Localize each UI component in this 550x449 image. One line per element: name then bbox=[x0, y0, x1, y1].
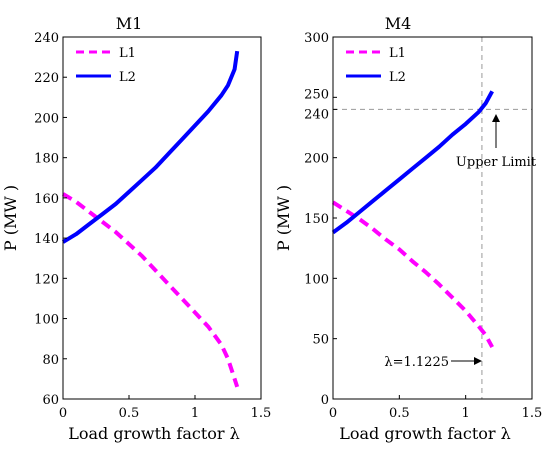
y-tick-label: 200 bbox=[34, 111, 59, 126]
y-axis-label: P (MW ) bbox=[1, 185, 20, 251]
series-line-l1 bbox=[331, 200, 494, 349]
chart-title: M4 bbox=[385, 14, 412, 33]
y-tick-label: 120 bbox=[34, 272, 59, 287]
x-axis-label: Load growth factor λ bbox=[68, 424, 240, 443]
y-tick-label: 100 bbox=[304, 272, 329, 287]
series-line-l2 bbox=[61, 50, 240, 244]
y-tick-label: 240 bbox=[304, 107, 329, 122]
x-tick-label: 0.5 bbox=[119, 406, 140, 421]
legend: L1 L2 bbox=[76, 46, 136, 85]
series-line-l2 bbox=[331, 90, 494, 235]
y-tick-label: 240 bbox=[34, 31, 59, 46]
y-tick-label: 160 bbox=[34, 192, 59, 207]
chart-title: M1 bbox=[116, 14, 143, 33]
y-tick-label: 150 bbox=[304, 212, 329, 227]
y-tick-label: 140 bbox=[34, 232, 59, 247]
y-tick-label: 0 bbox=[321, 393, 329, 408]
x-tick-label: 1.5 bbox=[251, 406, 272, 421]
chart-m1: M1 0 0.5 1 1.56080100120140160180200220240 … bbox=[1, 14, 271, 443]
x-tick-label: 0 bbox=[329, 406, 337, 421]
x-tick-label: 0.5 bbox=[389, 406, 410, 421]
y-tick-label: 80 bbox=[42, 353, 59, 368]
x-axis-label: Load growth factor λ bbox=[339, 424, 511, 443]
legend-label-l2: L2 bbox=[389, 70, 406, 85]
legend-label-l2: L2 bbox=[119, 70, 136, 85]
plot-frame bbox=[62, 36, 262, 400]
x-tick-label: 1 bbox=[462, 406, 470, 421]
y-tick-label: 220 bbox=[34, 71, 59, 86]
legend: L1 L2 bbox=[346, 46, 406, 85]
y-tick-label: 100 bbox=[34, 313, 59, 328]
legend-label-l1: L1 bbox=[389, 46, 406, 61]
lambda-label: λ=1.1225 bbox=[384, 355, 449, 370]
y-tick-label: 300 bbox=[304, 31, 329, 46]
legend-label-l1: L1 bbox=[119, 46, 136, 61]
y-tick-label: 200 bbox=[304, 152, 329, 167]
plot-frame bbox=[332, 36, 533, 400]
upper-limit-label: Upper Limit bbox=[456, 155, 537, 170]
y-tick-label: 250 bbox=[304, 87, 329, 102]
chart-m4: M4 0 0.5 1 1.5 0 50 100 150 200 240 250 300 Load gr… bbox=[274, 14, 542, 443]
annotations: Upper Limit λ=1.1225 bbox=[384, 114, 537, 370]
x-tick-label: 1.5 bbox=[522, 406, 543, 421]
y-tick-label: 60 bbox=[42, 393, 59, 408]
y-tick-label: 180 bbox=[34, 152, 59, 167]
x-tick-label: 0 bbox=[59, 406, 67, 421]
x-tick-label: 1 bbox=[191, 406, 199, 421]
y-axis-label: P (MW ) bbox=[274, 185, 293, 251]
y-tick-label: 50 bbox=[312, 333, 329, 348]
